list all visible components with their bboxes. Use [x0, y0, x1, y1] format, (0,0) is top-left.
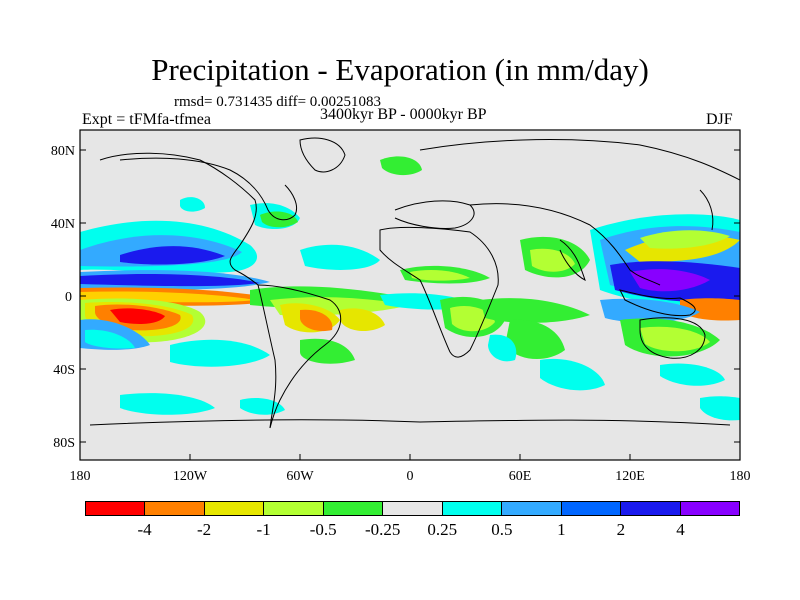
axis-ticks [79, 149, 741, 460]
colorbar-segment [680, 502, 739, 515]
x-tick-label: 120E [615, 469, 645, 484]
contour-field [380, 156, 422, 176]
coastlines [89, 137, 740, 429]
contour-field [300, 309, 333, 332]
colorbar-label: -2 [196, 520, 212, 539]
contour-field [410, 270, 470, 281]
x-tick-label: 60W [286, 469, 314, 484]
contour-field [300, 338, 355, 364]
colorbar-label: 0.25 [427, 520, 458, 539]
contour-field [640, 230, 730, 249]
y-tick-label: 0 [65, 290, 72, 305]
coastline [469, 203, 661, 286]
x-tick-label: 180 [730, 469, 751, 484]
contour-field [660, 363, 725, 386]
y-tick-label: 80N [51, 144, 75, 159]
contour-field [300, 244, 380, 270]
contour-field [540, 358, 605, 391]
coastline [257, 284, 342, 429]
coastline [99, 152, 259, 286]
y-tick-labels: 80N 40N 0 40S 80S [51, 144, 75, 451]
experiment-label: Expt = tFMfa-tfmea [82, 111, 211, 128]
colorbar-label: 0.5 [491, 520, 513, 539]
x-tick-labels: 180 120W 60W 0 60E 120E 180 [70, 469, 751, 484]
contour-field [170, 339, 270, 367]
contour-field [120, 393, 215, 415]
coastline [379, 226, 499, 358]
colorbar-label: 2 [616, 520, 626, 539]
contour-field [80, 274, 260, 287]
contour-field [700, 396, 740, 421]
coastline [699, 189, 714, 231]
contour-field [505, 319, 565, 360]
colorbar-segment [561, 502, 622, 515]
coastline [89, 419, 731, 426]
colorbar-label: -1 [256, 520, 271, 539]
contour-field [85, 329, 135, 349]
coastline [394, 200, 475, 229]
coastline [119, 157, 298, 221]
contour-field [530, 248, 575, 272]
contour-field [630, 269, 710, 292]
coastline [299, 137, 346, 173]
map-title: Precipitation - Evaporation (in mm/day) [151, 52, 649, 87]
contour-field [110, 308, 165, 324]
colorbar-segment [264, 502, 324, 515]
stats-text: rmsd= 0.731435 diff= 0.00251083 [174, 94, 382, 110]
y-tick-label: 40S [53, 363, 75, 378]
contour-field [180, 197, 205, 212]
coastline [419, 139, 740, 181]
colorbar-segment [323, 502, 384, 515]
y-tick-label: 40N [51, 217, 75, 232]
colorbar-label: -0.25 [365, 520, 401, 539]
coastline [559, 239, 586, 281]
colorbar-label: -4 [137, 520, 152, 539]
colorbar-segment [442, 502, 503, 515]
x-tick-label: 0 [407, 469, 414, 484]
contour-field [488, 334, 517, 362]
coastline [639, 317, 706, 359]
colorbar-segment [621, 502, 681, 515]
x-tick-label: 180 [70, 469, 91, 484]
contour-fields [80, 156, 740, 421]
contour-field [680, 298, 740, 321]
contour-field [340, 308, 385, 332]
coastline [257, 284, 277, 429]
colorbar-segment [383, 502, 443, 515]
colorbar-segment [145, 502, 205, 515]
colorbar-segment [204, 502, 265, 515]
colorbar [85, 501, 740, 516]
x-tick-label: 60E [509, 469, 532, 484]
contour-field [480, 298, 590, 323]
season-label: DJF [706, 111, 733, 128]
x-tick-label: 120W [173, 469, 208, 484]
y-tick-label: 80S [53, 436, 75, 451]
colorbar-label: 1 [557, 520, 566, 539]
contour-field [120, 246, 225, 265]
colorbar-label: -0.5 [309, 520, 337, 539]
period-label: 3400kyr BP - 0000kyr BP [320, 106, 487, 123]
colorbar-segment [502, 502, 562, 515]
colorbar-label: 4 [676, 520, 685, 539]
colorbar-segment [86, 502, 146, 515]
contour-field [640, 326, 710, 352]
coastline [619, 289, 696, 317]
